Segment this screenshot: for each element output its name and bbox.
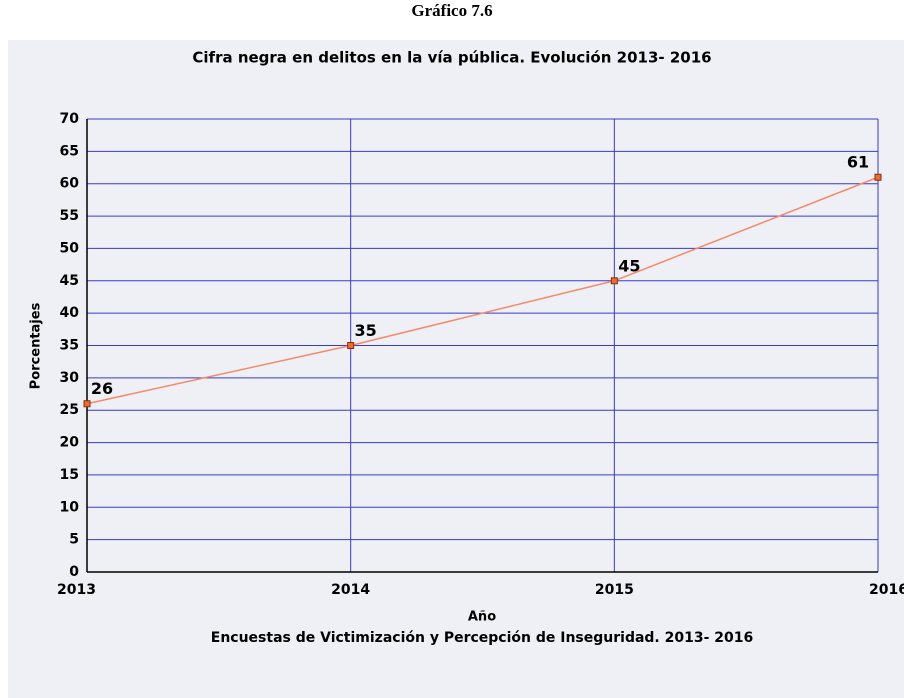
y-tick-label: 45 [60, 273, 79, 289]
x-tick-label: 2016 [869, 582, 904, 598]
data-point [347, 342, 355, 349]
data-label: 61 [847, 153, 869, 172]
x-axis-label: Año [468, 610, 496, 625]
y-tick-label: 55 [60, 208, 79, 224]
chart-title: Cifra negra en delitos en la vía pública… [192, 49, 711, 67]
y-tick-label: 35 [60, 338, 79, 354]
y-tick-label: 30 [60, 370, 80, 386]
y-axis-label: Porcentajes [29, 302, 44, 389]
data-label: 35 [355, 321, 377, 340]
y-tick-label: 65 [60, 143, 79, 159]
data-point [610, 277, 618, 285]
y-tick-label: 40 [60, 305, 80, 321]
source-note: Encuestas de Victimización y Percepción … [211, 630, 754, 646]
data-label: 26 [91, 379, 113, 398]
data-label: 45 [618, 256, 640, 275]
y-tick-label: 50 [60, 240, 80, 256]
x-tick-label: 2013 [57, 582, 96, 598]
x-tick-label: 2015 [595, 582, 634, 598]
heading: Gráfico 7.6 [411, 1, 492, 20]
data-point [874, 173, 882, 181]
y-tick-label: 60 [60, 176, 80, 192]
y-tick-label: 70 [60, 111, 80, 127]
data-point [83, 400, 91, 408]
y-tick-label: 5 [69, 532, 79, 548]
data-line [86, 176, 879, 405]
chart-background [8, 40, 904, 698]
x-tick-label: 2014 [331, 582, 370, 598]
y-tick-label: 10 [60, 499, 80, 515]
y-tick-label: 0 [69, 564, 79, 580]
y-tick-label: 15 [60, 467, 79, 483]
y-tick-label: 20 [60, 435, 80, 451]
y-tick-label: 25 [60, 402, 79, 418]
